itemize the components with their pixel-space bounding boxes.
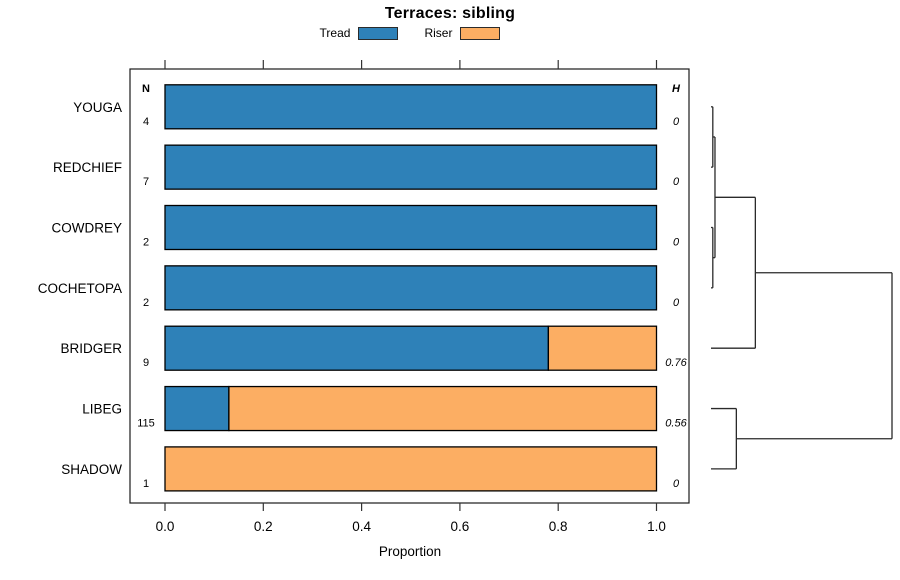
x-tick-label: 1.0	[647, 519, 666, 534]
x-tick-label: 0.8	[549, 519, 568, 534]
n-value: 9	[143, 357, 149, 369]
x-tick-label: 0.2	[254, 519, 273, 534]
x-tick-label: 0.0	[156, 519, 175, 534]
bar-segment-riser	[164, 446, 658, 492]
n-value: 115	[137, 418, 155, 430]
h-value: 0	[673, 297, 680, 309]
legend-item: Riser	[424, 26, 501, 40]
y-axis-label: SHADOW	[61, 462, 122, 477]
h-value: 0	[673, 176, 680, 188]
n-value: 7	[143, 176, 149, 188]
n-value: 1	[143, 478, 149, 490]
h-value: 0	[673, 237, 680, 249]
n-value: 4	[143, 116, 149, 128]
y-axis-label: COWDREY	[52, 221, 123, 236]
n-column-header: N	[142, 83, 150, 95]
y-axis-label: REDCHIEF	[53, 160, 122, 175]
h-value: 0.56	[665, 418, 687, 430]
bar-segment-tread	[164, 385, 230, 432]
chart-legend: Tread Riser	[0, 25, 820, 41]
y-axis-label: COCHETOPA	[38, 281, 122, 296]
bar-segment-tread	[164, 144, 658, 190]
bar-segment-riser	[547, 325, 658, 371]
h-value: 0	[673, 116, 680, 128]
bar-segment-tread	[164, 325, 550, 371]
y-axis-label: LIBEG	[82, 402, 122, 417]
legend-swatch-riser	[460, 26, 501, 40]
bar-segment-tread	[164, 84, 658, 130]
plot-box	[129, 68, 690, 504]
x-axis-title: Proportion	[379, 544, 441, 559]
y-axis-label: BRIDGER	[60, 341, 122, 356]
chart-title: Terraces: sibling	[384, 5, 516, 22]
h-column-header: H	[672, 83, 681, 95]
n-value: 2	[143, 237, 149, 249]
bar-segment-tread	[164, 265, 658, 311]
legend-label: Riser	[424, 26, 453, 40]
legend-label: Tread	[319, 26, 351, 40]
bar-segment-tread	[164, 204, 658, 251]
bar-segment-riser	[228, 385, 658, 432]
x-tick-label: 0.6	[451, 519, 470, 534]
h-value: 0	[673, 478, 680, 490]
y-axis-label: YOUGA	[73, 100, 122, 115]
h-value: 0.76	[665, 357, 687, 369]
legend-item: Tread	[320, 26, 399, 40]
n-value: 2	[143, 297, 149, 309]
x-tick-label: 0.4	[352, 519, 371, 534]
legend-swatch-tread	[358, 26, 399, 40]
